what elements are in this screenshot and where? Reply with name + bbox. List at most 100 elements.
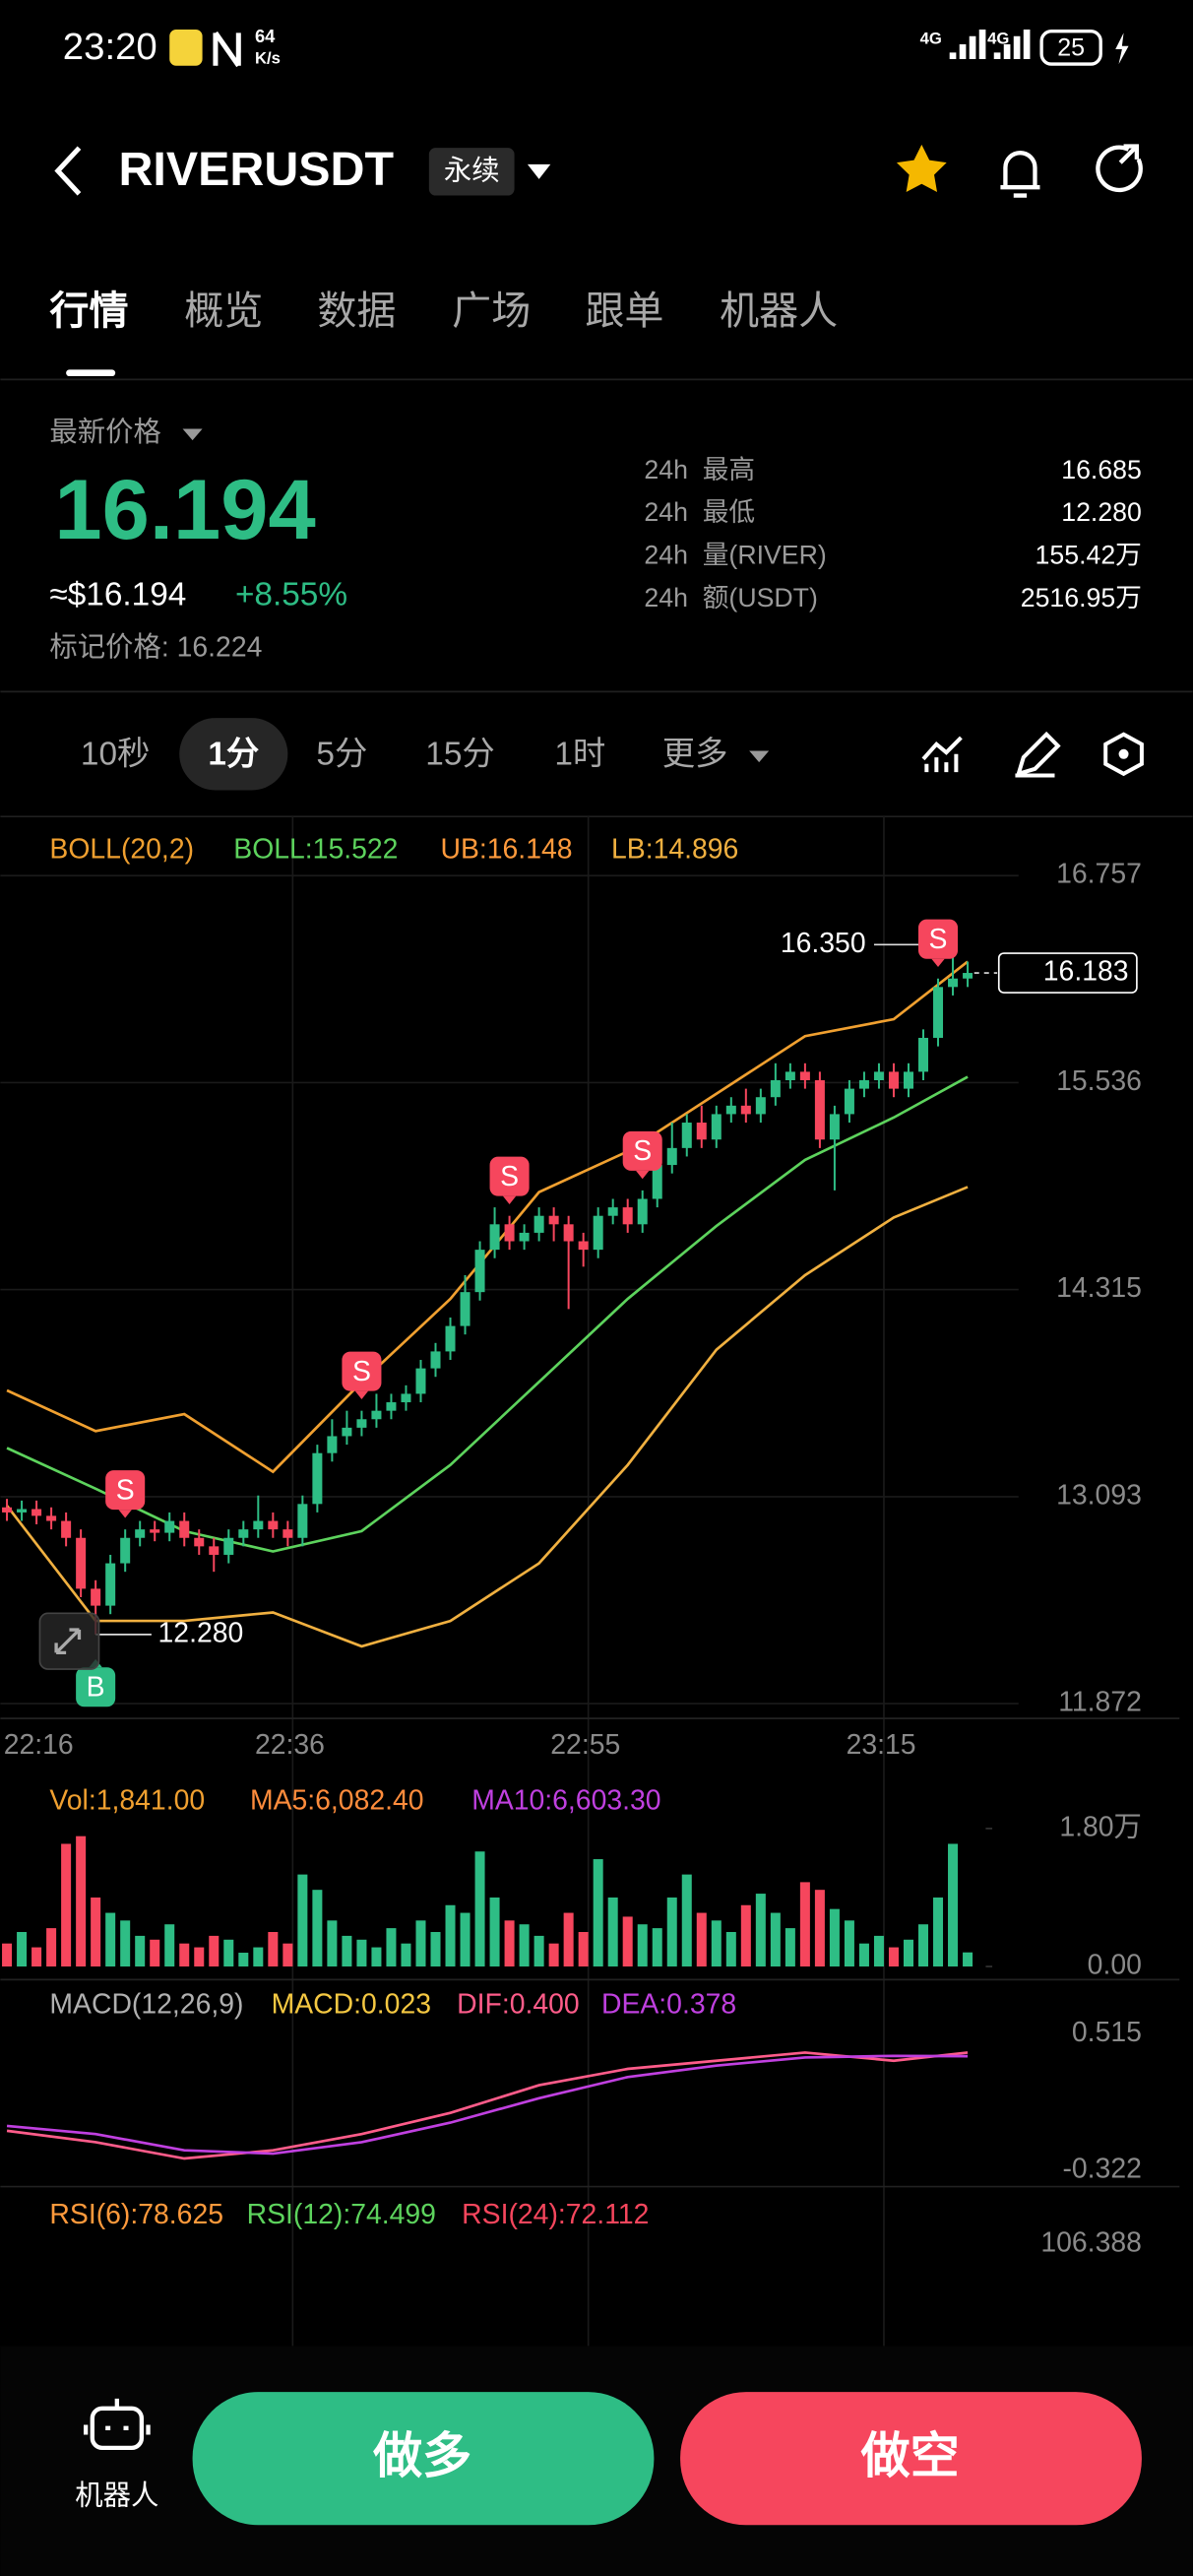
last-price-box xyxy=(997,952,1138,994)
settings-icon[interactable] xyxy=(1103,732,1144,777)
robot-label[interactable]: 机器人 xyxy=(75,2479,158,2511)
indicator-icon[interactable] xyxy=(921,736,963,773)
settings-icon-dot xyxy=(1118,748,1129,759)
volume-bar xyxy=(312,1890,323,1967)
candle-body xyxy=(666,1147,677,1166)
alert-icon[interactable] xyxy=(1000,151,1040,198)
signal-label: S xyxy=(929,924,948,955)
price-change: +8.55% xyxy=(235,576,347,612)
candle-body xyxy=(622,1207,633,1225)
candle-body xyxy=(460,1292,471,1326)
candle-body xyxy=(371,1410,382,1420)
interval[interactable]: 10秒 xyxy=(81,736,150,772)
candle-body xyxy=(770,1080,781,1098)
volume-legend: MA10:6,603.30 xyxy=(471,1785,660,1817)
fullscreen-icon xyxy=(54,1628,82,1655)
boll-legend: LB:14.896 xyxy=(611,834,738,866)
candle-body xyxy=(283,1529,293,1538)
signal-marker xyxy=(342,1351,382,1391)
candle-body xyxy=(504,1224,515,1242)
interval[interactable]: 15分 xyxy=(425,736,494,772)
volume-bar xyxy=(607,1897,618,1967)
candle-body xyxy=(489,1224,500,1251)
tab[interactable]: 行情 xyxy=(49,290,128,333)
tab[interactable]: 跟单 xyxy=(585,290,663,333)
net-speed: 64 xyxy=(255,26,276,46)
candle-body xyxy=(963,973,973,979)
long-button[interactable] xyxy=(192,2392,655,2526)
interval[interactable]: 更多 xyxy=(662,736,728,772)
volume-legend: MA5:6,082.40 xyxy=(250,1785,424,1817)
tab[interactable]: 概览 xyxy=(184,290,263,333)
volume-bar xyxy=(725,1932,736,1967)
candle-body xyxy=(829,1114,840,1140)
boll-legend: UB:16.148 xyxy=(441,834,573,866)
long-label[interactable]: 做多 xyxy=(372,2428,471,2483)
signal-pointer xyxy=(118,1510,132,1518)
symbol-dropdown[interactable] xyxy=(527,163,551,179)
candle-body xyxy=(637,1198,648,1225)
volume-bar xyxy=(253,1947,264,1967)
signal-marker xyxy=(918,919,959,959)
tab[interactable]: 数据 xyxy=(317,290,396,333)
more-dropdown[interactable] xyxy=(749,750,770,763)
candle-body xyxy=(578,1241,589,1251)
price-type-dropdown[interactable] xyxy=(182,428,203,441)
volume-bar xyxy=(371,1947,382,1967)
status-time: 23:20 xyxy=(63,26,157,68)
volume-bar xyxy=(430,1932,441,1967)
candle-body xyxy=(105,1563,116,1606)
candle-body xyxy=(342,1427,352,1437)
interval[interactable]: 1时 xyxy=(554,736,605,772)
volume-bar xyxy=(681,1874,692,1967)
macd-tick-label: 0.515 xyxy=(1072,2017,1142,2048)
tab[interactable]: 广场 xyxy=(452,290,531,333)
candle-body xyxy=(548,1215,559,1225)
volume-bar xyxy=(799,1882,810,1967)
short-button[interactable] xyxy=(680,2392,1142,2526)
rsi-legend: RSI(6):78.625 xyxy=(49,2199,223,2230)
candle-body xyxy=(2,1507,13,1513)
back-button[interactable] xyxy=(54,146,82,196)
volume-bar xyxy=(519,1924,530,1967)
candle-body xyxy=(135,1529,146,1538)
candle-body xyxy=(948,978,959,988)
candle-body xyxy=(327,1436,338,1453)
candle-body xyxy=(814,1080,825,1140)
share-icon[interactable] xyxy=(1096,144,1143,193)
signal-pointer xyxy=(354,1390,369,1399)
rsi-tick-label: 106.388 xyxy=(1040,2226,1142,2258)
draw-icon[interactable] xyxy=(1015,731,1061,778)
boll-legend: BOLL:15.522 xyxy=(233,834,398,866)
candle-body xyxy=(179,1520,190,1538)
y-tick-label: 13.093 xyxy=(1056,1479,1142,1511)
favorite-icon[interactable] xyxy=(896,144,947,193)
macd-tick-label: -0.322 xyxy=(1062,2153,1141,2184)
volume-bar xyxy=(135,1935,146,1967)
candle-body xyxy=(312,1452,323,1505)
volume-bar xyxy=(283,1943,293,1967)
volume-bar xyxy=(755,1894,766,1967)
volume-bar xyxy=(223,1939,234,1967)
interval-selected-bg xyxy=(179,718,288,791)
stat-label: 24h 最高 xyxy=(644,455,755,484)
volume-bar xyxy=(356,1939,367,1967)
app-icon xyxy=(169,30,203,66)
stat-value: 155.42万 xyxy=(1036,541,1142,570)
volume-bar xyxy=(918,1924,929,1967)
stat-label: 24h 量(RIVER) xyxy=(644,541,826,570)
volume-bar xyxy=(415,1920,426,1967)
interval[interactable]: 5分 xyxy=(316,736,367,772)
macd-legend: DIF:0.400 xyxy=(457,1989,580,2021)
interval[interactable]: 1分 xyxy=(208,736,259,772)
short-label[interactable]: 做空 xyxy=(860,2428,960,2483)
volume-bar xyxy=(534,1935,544,1967)
y-tick-label: 11.872 xyxy=(1058,1687,1142,1718)
volume-bar xyxy=(268,1932,279,1967)
candle-body xyxy=(474,1250,485,1293)
volume-bar xyxy=(209,1935,220,1967)
volume-bar xyxy=(2,1943,13,1967)
volume-tick-label: 1.80万 xyxy=(1059,1811,1142,1842)
volume-bar xyxy=(948,1843,959,1967)
tab[interactable]: 机器人 xyxy=(720,290,838,333)
